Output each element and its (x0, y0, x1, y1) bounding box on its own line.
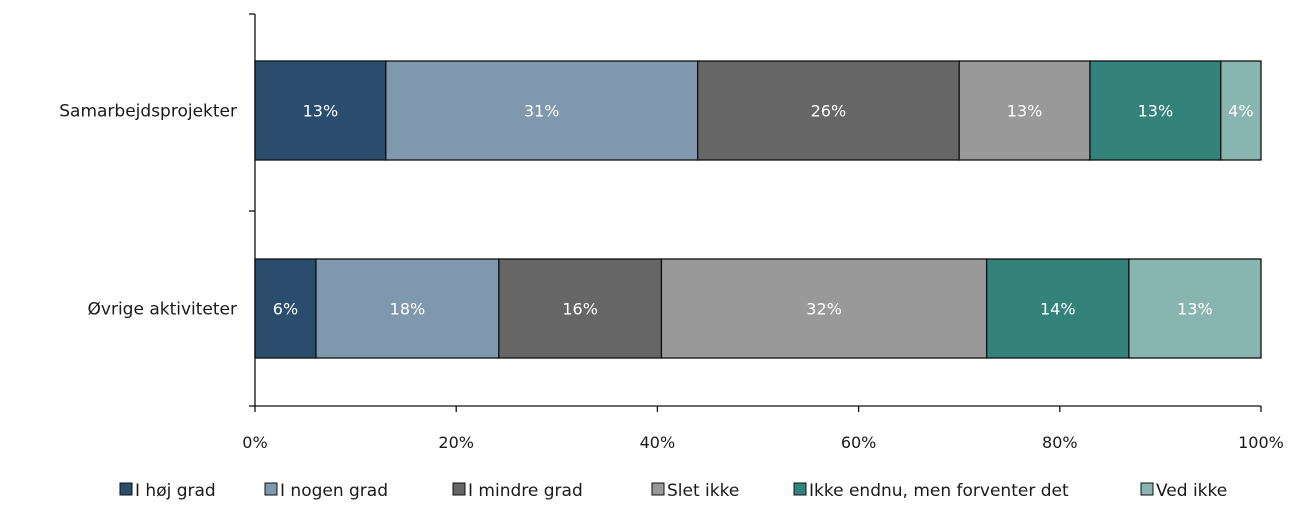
legend: I høj grad I nogen grad I mindre grad Slet … (119, 481, 1227, 501)
data-label: 4% (1228, 102, 1253, 121)
bar-segment (254, 60, 387, 161)
bar-segment (315, 258, 500, 359)
bar-segment (1128, 258, 1262, 359)
axes-group: Samarbejdsprojekter Øvrige aktiviteter 0% 2… (59, 13, 1284, 452)
bar-segment (696, 60, 960, 161)
bar-segment (254, 258, 317, 359)
x-tick-label: 40% (640, 433, 676, 452)
legend-label: Ved ikke (1156, 481, 1227, 501)
bar-segment (1220, 60, 1262, 161)
data-label: 31% (524, 102, 560, 121)
legend-label: Slet ikke (667, 481, 739, 501)
data-label: 13% (1138, 102, 1174, 121)
legend-label: I nogen grad (280, 481, 388, 501)
x-tick-label: 60% (841, 433, 877, 452)
data-label: 14% (1040, 300, 1076, 319)
legend-swatch (119, 482, 133, 496)
bars-group: 13% 31% 26% 13% 13% 4% 6% 18% 16% 32% 14% 13% (254, 60, 1262, 359)
data-label: 26% (811, 102, 847, 121)
legend-label: I høj grad (135, 481, 216, 501)
data-label: 16% (562, 300, 598, 319)
data-label: 13% (1177, 300, 1213, 319)
x-tick-label: 100% (1238, 433, 1284, 452)
legend-swatch (793, 482, 807, 496)
legend-swatch (452, 482, 466, 496)
category-label: Øvrige aktiviteter (88, 300, 237, 320)
data-label: 13% (303, 102, 339, 121)
data-label: 13% (1007, 102, 1043, 121)
legend-label: I mindre grad (468, 481, 583, 501)
legend-swatch (1140, 482, 1154, 496)
data-label: 32% (806, 300, 842, 319)
legend-swatch (264, 482, 278, 496)
data-label: 6% (273, 300, 298, 319)
bar-segment (1089, 60, 1222, 161)
bar-segment (660, 258, 988, 359)
data-label: 18% (390, 300, 426, 319)
legend-swatch (651, 482, 665, 496)
x-tick-label: 80% (1042, 433, 1078, 452)
bar-segment (958, 60, 1091, 161)
category-label: Samarbejdsprojekter (59, 102, 237, 122)
legend-label: Ikke endnu, men forventer det (809, 481, 1069, 501)
x-tick-label: 0% (242, 433, 267, 452)
bar-segment (498, 258, 663, 359)
bar-segment (385, 60, 699, 161)
x-tick-label: 20% (438, 433, 474, 452)
